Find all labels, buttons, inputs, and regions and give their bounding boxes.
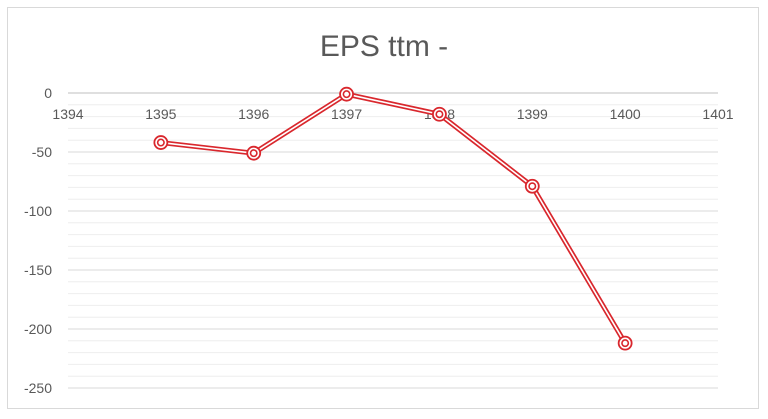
data-point — [432, 106, 447, 122]
x-tick-label: 1394 — [52, 106, 83, 122]
data-point-inner — [249, 149, 258, 158]
data-point-inner — [435, 110, 444, 119]
data-point-inner — [621, 339, 630, 348]
x-tick-label: 1397 — [331, 106, 362, 122]
y-tick-label: 0 — [44, 85, 52, 101]
y-tick-label: -200 — [24, 321, 52, 337]
data-point — [524, 178, 540, 194]
y-tick-label: -150 — [24, 262, 52, 278]
series-line-inner — [160, 93, 626, 344]
x-tick-label: 1395 — [145, 106, 176, 122]
data-point-inner — [528, 182, 537, 191]
x-tick-label: 1400 — [610, 106, 641, 122]
gridlines — [68, 104, 718, 389]
x-tick-label: 1401 — [702, 106, 733, 122]
data-point-inner — [156, 138, 165, 147]
x-tick-label: 1399 — [517, 106, 548, 122]
x-axis-tick-labels: 13941395139613971398139914001401 — [52, 106, 733, 122]
data-point-inner — [342, 90, 351, 99]
data-point — [246, 145, 262, 161]
y-tick-label: -50 — [32, 144, 52, 160]
x-tick-label: 1396 — [238, 106, 269, 122]
y-tick-label: -100 — [24, 203, 52, 219]
chart-frame — [7, 7, 759, 409]
chart-title: EPS ttm - — [320, 30, 448, 63]
data-point — [153, 135, 169, 150]
data-point — [617, 335, 633, 351]
data-point — [339, 86, 354, 102]
series-group — [153, 86, 633, 351]
y-tick-label: -250 — [24, 380, 52, 396]
y-axis-tick-labels: 0 -50 -100 -150 -200 -250 — [24, 85, 52, 396]
